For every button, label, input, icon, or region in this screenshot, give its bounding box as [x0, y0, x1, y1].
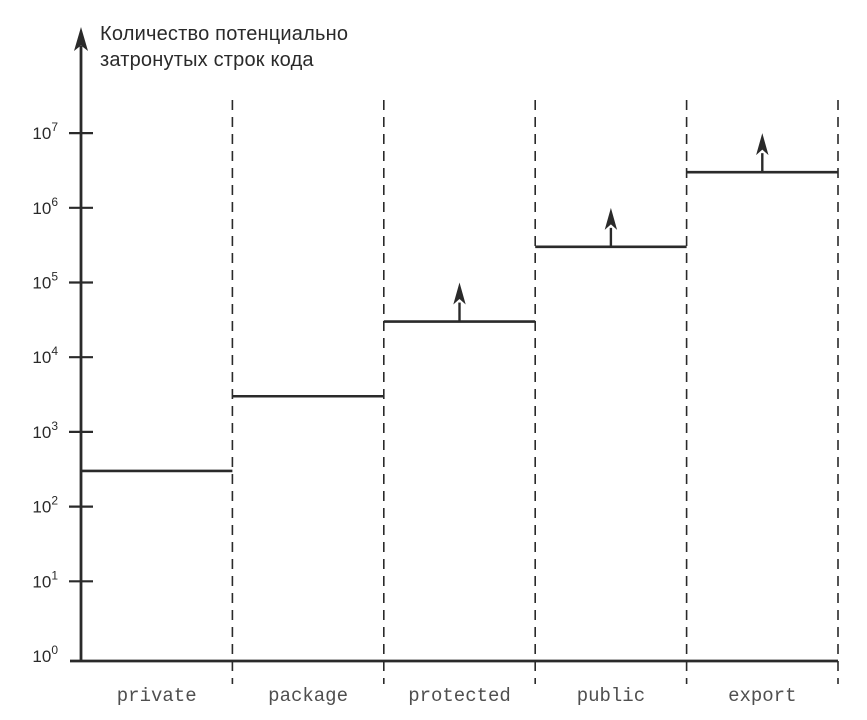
y-axis-arrowhead-icon: [74, 27, 88, 51]
y-tick-label: 102: [32, 494, 58, 517]
y-tick-label: 100: [32, 643, 58, 666]
open-ended-arrowhead-icon: [453, 282, 466, 305]
x-category-label: export: [728, 685, 796, 707]
x-category-label: package: [268, 685, 348, 707]
y-tick-label: 107: [32, 120, 58, 143]
open-ended-arrowhead-icon: [756, 133, 769, 156]
x-category-label: public: [577, 685, 645, 707]
y-tick-label: 104: [32, 344, 58, 367]
open-ended-arrowhead-icon: [604, 207, 618, 230]
y-tick-label: 105: [32, 270, 58, 293]
y-tick-label: 106: [32, 195, 58, 218]
x-category-label: protected: [408, 685, 511, 707]
y-axis-title: Количество потенциально затронутых строк…: [100, 21, 348, 73]
y-axis-title-line1: Количество потенциально: [100, 23, 349, 45]
y-tick-label: 101: [32, 568, 58, 591]
y-axis-title-line2: затронутых строк кода: [100, 49, 314, 71]
x-category-label: private: [117, 685, 197, 707]
y-tick-label: 103: [32, 419, 58, 442]
